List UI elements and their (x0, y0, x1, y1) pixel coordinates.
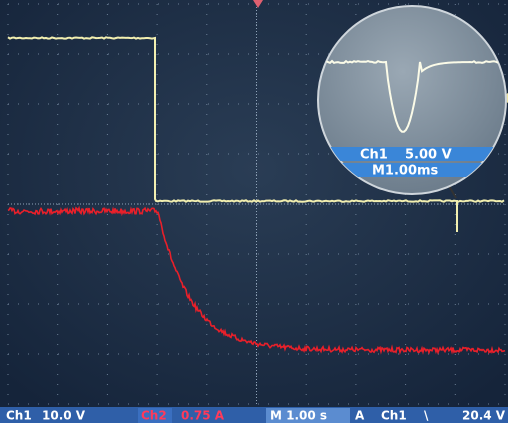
ch1-label: Ch1 (6, 409, 32, 423)
zoom-scale: 5.00 V (405, 148, 452, 163)
ch2-label: Ch2 (141, 409, 167, 423)
trigger-level: 20.4 V (462, 409, 506, 423)
trigger-mode: A (355, 409, 365, 423)
timebase: M 1.00 s (270, 409, 327, 423)
scope-screen: Ch1 5.00 V M1.00ms Ch1 10.0 V Ch2 0.75 A… (0, 0, 508, 423)
trigger-slope: \ (424, 409, 429, 423)
zoom-channel: Ch1 (360, 148, 388, 163)
ch1-scale: 10.0 V (42, 409, 86, 423)
trigger-source: Ch1 (381, 409, 407, 423)
zoom-inset: Ch1 5.00 V M1.00ms (318, 6, 508, 194)
page: Ch1 5.00 V M1.00ms Ch1 10.0 V Ch2 0.75 A… (0, 0, 508, 423)
zoom-timebase: M1.00ms (372, 164, 439, 179)
ch2-scale: 0.75 A (181, 409, 225, 423)
